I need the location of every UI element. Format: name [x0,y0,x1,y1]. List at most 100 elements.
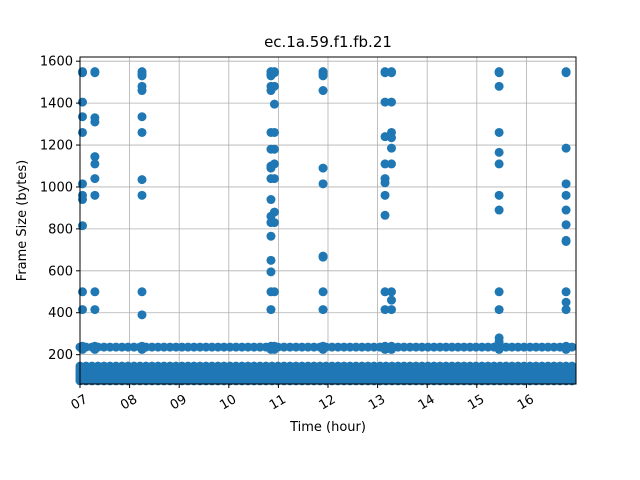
data-point [494,344,504,354]
x-axis-label: Time (hour) [289,420,366,435]
data-point [318,252,328,262]
data-point [90,190,100,200]
data-point [269,144,279,154]
baseline-points [75,342,577,386]
data-point [137,287,147,297]
data-point [561,236,571,246]
data-point [386,287,396,297]
y-tick-label: 200 [48,348,73,363]
data-point [318,71,328,81]
data-point [380,287,390,297]
data-point [494,159,504,169]
data-point [318,86,328,96]
data-point [137,310,147,320]
data-point [137,86,147,96]
data-point [269,159,279,169]
data-point [90,174,100,184]
x-tick-label: 07 [69,392,91,413]
y-tick-label: 800 [48,222,73,237]
data-point [386,97,396,107]
data-point [137,344,147,354]
data-point [380,190,390,200]
data-point [269,127,279,137]
data-point [380,305,390,315]
data-point [266,231,276,241]
data-point [77,287,87,297]
data-point [386,159,396,169]
data-point [561,68,571,78]
data-point [269,81,279,91]
data-point [90,152,100,162]
x-tick-label: 14 [416,392,438,413]
data-point [90,117,100,127]
data-point [561,143,571,153]
data-point [77,112,87,122]
data-point [90,68,100,78]
data-point [386,295,396,305]
data-point [137,71,147,81]
x-tick-label: 15 [465,392,487,413]
data-point [269,174,279,184]
data-point [269,344,279,354]
x-tick-label: 10 [217,392,239,413]
data-point [318,287,328,297]
data-point [90,344,100,354]
data-point [90,159,100,169]
data-point [266,195,276,205]
y-tick-label: 1200 [40,139,73,154]
data-point [269,287,279,297]
data-point [380,97,390,107]
data-points [77,67,571,354]
axes: 07 08 09 10 11 12 13 14 15 16 200 400 600 800 1000 1200… [40,55,537,414]
data-point [77,127,87,137]
data-point [386,133,396,143]
data-point [137,190,147,200]
y-tick-label: 1000 [40,180,73,195]
data-point [269,207,279,217]
data-point [77,68,87,78]
data-point [561,205,571,215]
data-point [386,344,396,354]
data-point [318,163,328,173]
data-point [266,267,276,277]
y-tick-label: 600 [48,264,73,279]
y-tick-label: 400 [48,306,73,321]
data-point [380,159,390,169]
data-point [494,147,504,157]
data-point [137,127,147,137]
data-point [494,68,504,78]
data-point [90,305,100,315]
data-point [318,179,328,189]
data-point [380,210,390,220]
x-tick-label: 08 [118,392,140,413]
data-point [77,97,87,107]
data-point [269,68,279,78]
data-point [561,220,571,230]
x-tick-label: 12 [317,392,339,413]
grid-lines [79,57,576,384]
data-point [269,218,279,228]
x-tick-label: 13 [366,392,388,413]
data-point [90,287,100,297]
data-point [494,287,504,297]
y-tick-label: 1600 [40,55,73,70]
data-point [137,175,147,185]
data-point [137,112,147,122]
data-point [380,178,390,188]
y-tick-label: 1400 [40,97,73,112]
data-point [494,205,504,215]
data-point [561,287,571,297]
data-point [494,305,504,315]
data-point [77,195,87,205]
baseline-point [567,361,577,371]
x-tick-label: 16 [515,392,537,413]
data-point [561,190,571,200]
chart-title: ec.1a.59.f1.fb.21 [264,33,392,51]
data-point [561,305,571,315]
data-point [386,68,396,78]
data-point [494,81,504,91]
data-point [561,179,571,189]
data-point [318,344,328,354]
y-axis-label: Frame Size (bytes) [15,160,30,281]
